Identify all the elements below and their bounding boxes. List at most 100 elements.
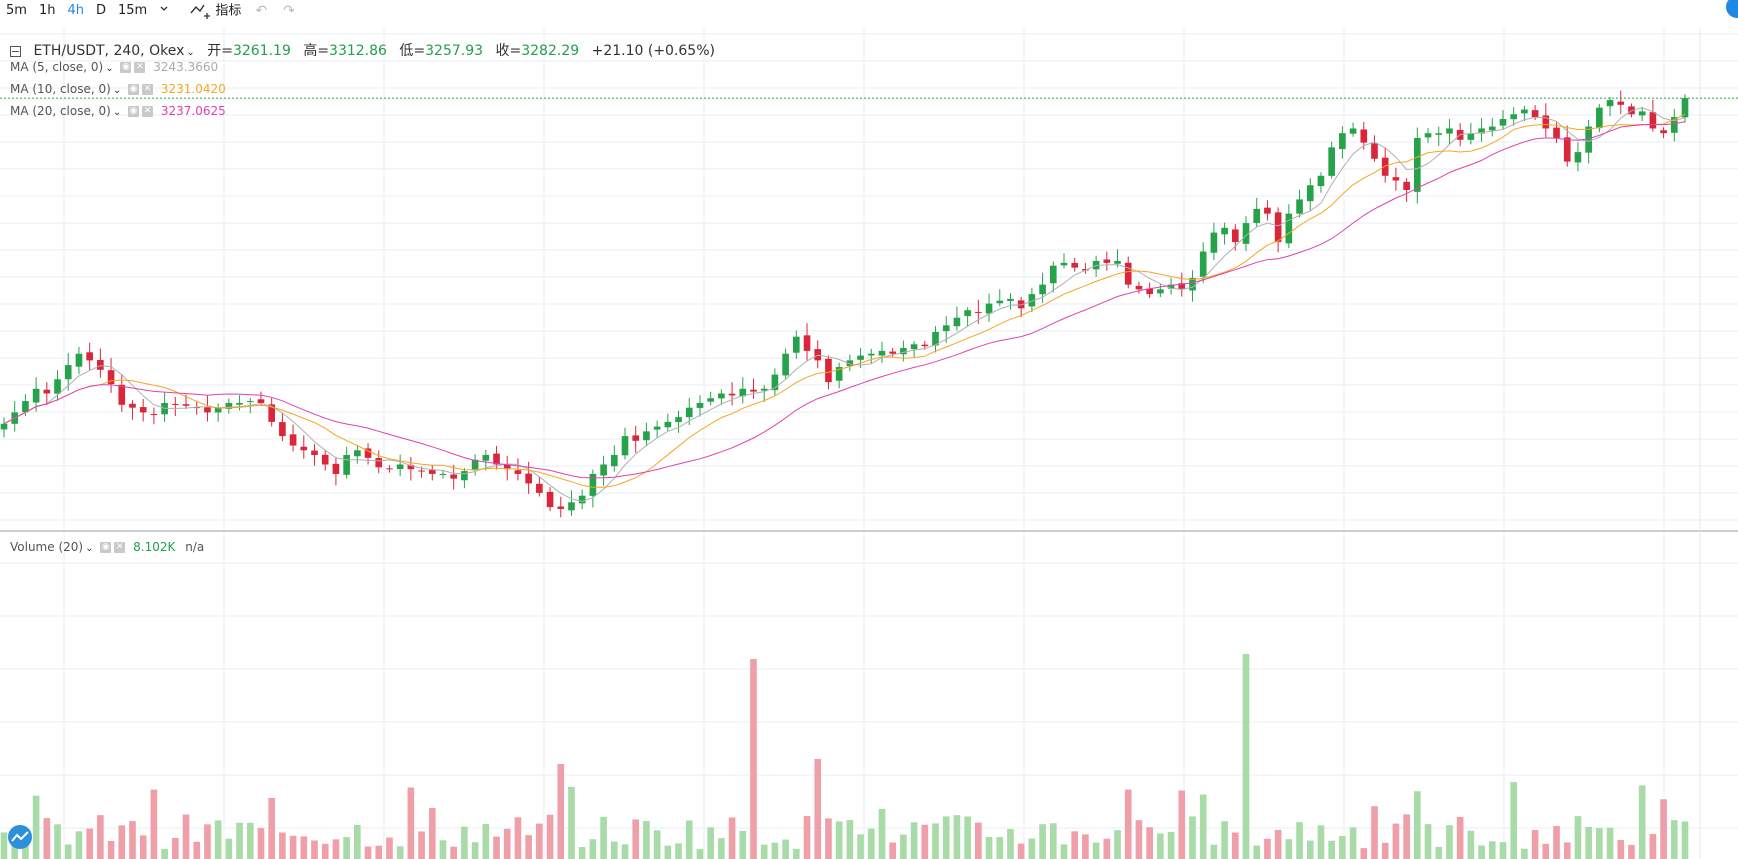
candle-body [867, 353, 875, 356]
volume-bar [1017, 843, 1025, 859]
candle-body [696, 402, 704, 408]
ma10-label[interactable]: MA (10, close, 0) [10, 82, 111, 96]
ma5-chevron-down-icon[interactable]: ⌄ [105, 63, 114, 74]
interval-1h[interactable]: 1h [38, 3, 56, 18]
volume-bar [129, 821, 136, 859]
candle-body [1264, 207, 1271, 214]
volume-bar [1189, 816, 1196, 859]
collapse-legend-icon[interactable] [10, 45, 21, 57]
candle-body [418, 470, 425, 472]
volume-bar [171, 837, 179, 859]
volume-bar [1660, 799, 1667, 859]
candle-body [1178, 283, 1186, 290]
volume-bar [1339, 835, 1346, 859]
candle-body [942, 325, 950, 332]
ma10-visibility-icon[interactable]: ◉ [128, 84, 140, 95]
candle-body [482, 455, 490, 461]
candle-body [182, 404, 190, 406]
ma20-label[interactable]: MA (20, close, 0) [10, 104, 111, 118]
ma20-close-icon[interactable]: ✕ [142, 106, 154, 117]
chart-area[interactable]: ETH/USDT, 240, Okex ⌄ 开=3261.19 高=3312.86… [0, 28, 1738, 859]
ma10-close-icon[interactable]: ✕ [142, 84, 154, 95]
volume-close-icon[interactable]: ✕ [114, 542, 126, 553]
ma5-close-icon[interactable]: ✕ [134, 62, 146, 73]
candle-body [589, 473, 597, 496]
volume-bar [1446, 825, 1453, 859]
candle-body [139, 407, 147, 413]
symbol-chevron-down-icon[interactable]: ⌄ [186, 47, 195, 58]
volume-chevron-down-icon[interactable]: ⌄ [85, 543, 94, 554]
volume-bar [1349, 827, 1357, 859]
interval-4h[interactable]: 4h [67, 3, 84, 18]
corner-badge-icon[interactable] [1726, 0, 1738, 18]
candle-body [461, 471, 468, 481]
volume-bar [1007, 829, 1014, 859]
volume-bar [1638, 785, 1646, 859]
candle-body [300, 446, 308, 451]
interval-dropdown-chevron-down-icon[interactable] [153, 0, 175, 22]
volume-bar [375, 845, 383, 859]
candle-body [1221, 227, 1228, 235]
candle-body [707, 398, 714, 402]
candle-body [0, 423, 8, 430]
logo-icon[interactable] [8, 825, 32, 849]
volume-bar [150, 789, 158, 859]
candle-body [1478, 128, 1485, 134]
volume-bar [921, 824, 929, 859]
candle-body [1414, 137, 1421, 192]
volume-bar [1092, 842, 1100, 859]
ma20-chevron-down-icon[interactable]: ⌄ [112, 107, 122, 118]
ma10-legend: MA (10, close, 0) ⌄ ◉ ✕ 3231.0420 [10, 82, 226, 96]
candle-body [64, 365, 72, 380]
ma5-label[interactable]: MA (5, close, 0) [10, 60, 104, 74]
candle-body [396, 464, 404, 470]
volume-bar [450, 846, 458, 859]
candle-body [1521, 109, 1528, 114]
volume-bar [653, 830, 661, 859]
candle-body [792, 336, 800, 353]
interval-5m[interactable]: 5m [6, 3, 27, 18]
volume-bar [664, 845, 672, 859]
candle-body [1157, 289, 1164, 294]
candle-body [739, 388, 747, 397]
candle-body [1381, 157, 1389, 176]
volume-visibility-icon[interactable]: ◉ [100, 542, 112, 553]
volume-bar [1617, 839, 1625, 859]
candle-body [953, 317, 961, 327]
volume-bar [643, 820, 650, 859]
candle-body [1017, 300, 1025, 309]
volume-label[interactable]: Volume (20) [10, 540, 84, 554]
candle-body [964, 310, 971, 317]
symbol-name[interactable]: ETH/USDT, 240, Okex [33, 43, 185, 59]
ma20-visibility-icon[interactable]: ◉ [128, 106, 140, 117]
interval-d[interactable]: D [95, 3, 106, 18]
redo-icon[interactable]: ↷ [283, 3, 295, 19]
volume-bar [1553, 826, 1560, 859]
candle-body [1424, 133, 1432, 138]
candle-body [268, 404, 275, 422]
candle-body [1317, 175, 1325, 187]
indicators-button[interactable]: 指标 [183, 0, 247, 22]
volume-bar [685, 820, 693, 859]
volume-bar [1253, 845, 1261, 859]
volume-bar [568, 786, 575, 859]
undo-icon[interactable]: ↶ [255, 3, 268, 19]
candle-body [1617, 101, 1625, 105]
volume-bar [910, 822, 918, 859]
chart-canvas[interactable] [0, 28, 1738, 859]
volume-bar [557, 764, 565, 859]
candle-body [1638, 111, 1646, 116]
volume-bar [396, 846, 404, 859]
candle-body [1435, 133, 1443, 135]
low-value: 低=3257.93 [399, 43, 484, 59]
volume-bar [279, 832, 286, 859]
volume-legend: Volume (20) ⌄ ◉ ✕ 8.102K n/a [10, 540, 204, 554]
volume-bar [1264, 838, 1271, 859]
volume-bar [32, 795, 40, 859]
volume-bar [364, 846, 372, 859]
interval-15m[interactable]: 15m [117, 3, 148, 18]
volume-bar [493, 836, 500, 859]
ma10-chevron-down-icon[interactable]: ⌄ [112, 85, 122, 96]
candle-body [1328, 147, 1335, 176]
ma5-visibility-icon[interactable]: ◉ [120, 62, 132, 73]
